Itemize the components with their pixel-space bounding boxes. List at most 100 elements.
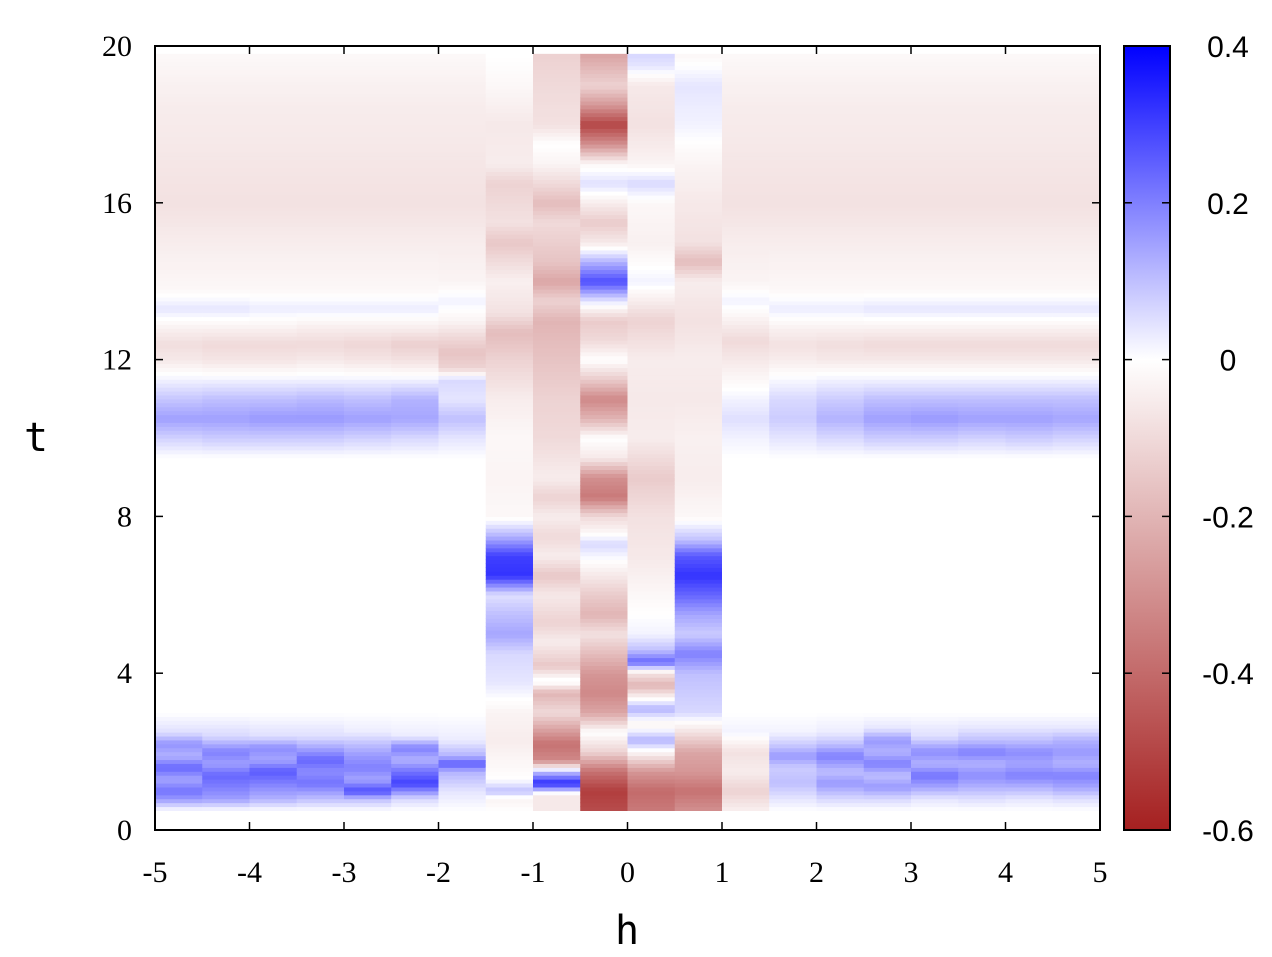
heatmap-cell: [769, 751, 818, 757]
heatmap-cell: [1052, 759, 1101, 764]
heatmap-cell: [344, 775, 392, 780]
heatmap-cell: [391, 457, 440, 463]
heatmap-cell: [816, 273, 865, 278]
heatmap-cell: [580, 187, 629, 192]
heatmap-cell: [863, 449, 912, 455]
heatmap-cell: [1005, 634, 1054, 639]
heatmap-cell: [485, 351, 534, 357]
heatmap-cell: [816, 198, 865, 204]
heatmap-cell: [155, 571, 203, 576]
heatmap-cell: [202, 681, 251, 686]
heatmap-cell: [627, 214, 676, 220]
heatmap-cell: [391, 575, 440, 580]
heatmap-cell: [249, 661, 298, 666]
heatmap-cell: [533, 198, 581, 204]
heatmap-cell: [911, 441, 959, 447]
heatmap-cell: [722, 477, 770, 482]
heatmap-cell: [958, 806, 1007, 811]
heatmap-cell: [533, 536, 581, 541]
heatmap-cell: [722, 132, 770, 137]
heatmap-cell: [580, 249, 629, 255]
heatmap-cell: [911, 418, 959, 423]
heatmap-cell: [1005, 688, 1054, 694]
heatmap-cell: [1052, 790, 1101, 796]
heatmap-cell: [485, 575, 534, 580]
heatmap-cell: [155, 332, 203, 337]
heatmap-cell: [249, 414, 298, 419]
heatmap-cell: [816, 802, 865, 808]
heatmap-cell: [627, 371, 676, 376]
heatmap-cell: [958, 96, 1007, 102]
heatmap-cell: [722, 159, 770, 165]
heatmap-cell: [627, 551, 676, 557]
y-tick-label: 20: [102, 30, 132, 63]
heatmap-cell: [627, 508, 676, 514]
heatmap-cell: [580, 175, 629, 180]
heatmap-cell: [1052, 343, 1101, 349]
heatmap-cell: [816, 65, 865, 71]
heatmap-cell: [391, 100, 440, 106]
heatmap-cell: [485, 457, 534, 463]
heatmap-cell: [249, 387, 298, 392]
heatmap-cell: [249, 120, 298, 125]
heatmap-cell: [674, 277, 723, 282]
heatmap-cell: [627, 128, 676, 133]
heatmap-cell: [533, 218, 581, 223]
heatmap-cell: [202, 806, 251, 811]
heatmap-cell: [722, 312, 770, 318]
heatmap-cell: [202, 230, 251, 235]
heatmap-cell: [722, 536, 770, 541]
heatmap-cell: [769, 269, 818, 274]
heatmap-cell: [344, 559, 392, 565]
heatmap-cell: [722, 406, 770, 412]
heatmap-cell: [816, 728, 865, 733]
heatmap-cell: [533, 496, 581, 502]
heatmap-cell: [911, 289, 959, 294]
heatmap-cell: [202, 312, 251, 318]
heatmap-cell: [391, 438, 440, 443]
heatmap-cell: [674, 477, 723, 482]
heatmap-cell: [911, 104, 959, 110]
heatmap-cell: [533, 602, 581, 608]
heatmap-cell: [627, 586, 676, 592]
heatmap-cell: [674, 657, 723, 663]
heatmap-cell: [202, 140, 251, 145]
heatmap-cell: [769, 547, 818, 553]
heatmap-cell: [533, 559, 581, 565]
heatmap-cell: [155, 387, 203, 392]
heatmap-cell: [1005, 739, 1054, 745]
heatmap-cell: [485, 112, 534, 118]
heatmap-cell: [958, 602, 1007, 608]
heatmap-cell: [863, 665, 912, 670]
heatmap-cell: [249, 614, 298, 619]
heatmap-cell: [485, 120, 534, 125]
heatmap-cell: [674, 755, 723, 761]
heatmap-cell: [202, 563, 251, 568]
heatmap-cell: [438, 371, 487, 376]
heatmap-cell: [344, 649, 392, 655]
heatmap-cell: [627, 782, 676, 788]
heatmap-cell: [296, 759, 345, 764]
heatmap-cell: [533, 684, 581, 690]
heatmap-cell: [1052, 555, 1101, 561]
heatmap-cell: [533, 402, 581, 408]
heatmap-cell: [155, 539, 203, 545]
heatmap-cell: [438, 626, 487, 631]
heatmap-cell: [769, 583, 818, 588]
heatmap-cell: [296, 418, 345, 423]
heatmap-cell: [863, 300, 912, 306]
heatmap-cell: [769, 563, 818, 568]
heatmap-cell: [1052, 410, 1101, 416]
heatmap-cell: [816, 167, 865, 173]
heatmap-cell: [202, 516, 251, 521]
heatmap-cell: [958, 775, 1007, 780]
heatmap-cell: [1005, 89, 1054, 94]
heatmap-cell: [438, 477, 487, 482]
heatmap-cell: [249, 375, 298, 380]
heatmap-cell: [202, 304, 251, 310]
heatmap-cell: [1052, 93, 1101, 98]
heatmap-cell: [674, 775, 723, 780]
heatmap-cell: [911, 120, 959, 125]
heatmap-cell: [202, 198, 251, 204]
heatmap-cell: [580, 230, 629, 235]
